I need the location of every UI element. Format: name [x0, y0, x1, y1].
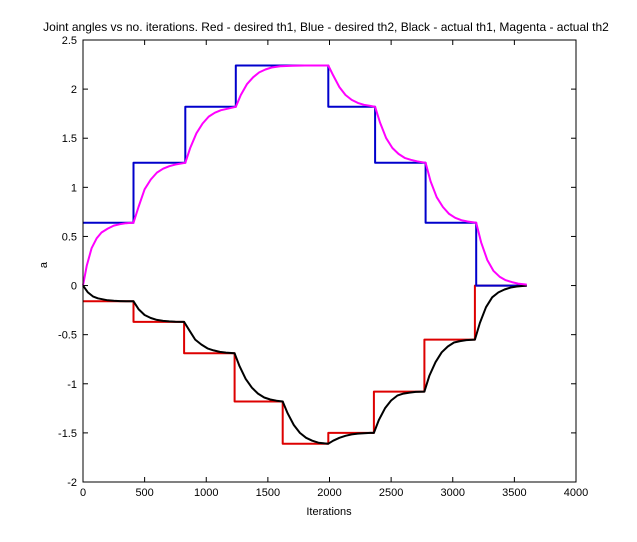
x-tick-label: 2500 — [379, 487, 403, 499]
y-tick-label: -1.5 — [58, 428, 77, 440]
y-axis-label: a — [38, 261, 50, 268]
x-tick-label: 0 — [80, 487, 86, 499]
y-tick-label: 0 — [71, 281, 77, 293]
series-line-black — [82, 284, 527, 445]
x-axis-label: Iterations — [306, 506, 352, 518]
tick-layer: 0 500 1000 1500 2000 2500 3000 3500 4000 -2 -1.5 -1… — [58, 35, 588, 499]
x-tick-label: 500 — [135, 487, 153, 499]
y-tick-label: 2.5 — [62, 35, 77, 47]
x-tick-label: 1500 — [256, 487, 280, 499]
x-tick-label: 4000 — [564, 487, 588, 499]
series-line-magenta — [82, 64, 527, 286]
y-tick-label: -1 — [67, 379, 77, 391]
plot-area — [83, 40, 576, 482]
x-tick-label: 1000 — [194, 487, 218, 499]
x-tick-label: 3500 — [502, 487, 526, 499]
y-tick-label: -0.5 — [58, 330, 77, 342]
series-layer — [82, 64, 527, 445]
y-tick-label: -2 — [67, 477, 77, 489]
y-tick-label: 0.5 — [62, 231, 77, 243]
y-tick-label: 1.5 — [62, 133, 77, 145]
y-tick-label: 1 — [71, 182, 77, 194]
x-tick-label: 2000 — [317, 487, 341, 499]
chart-title: Joint angles vs no. iterations. Red - de… — [43, 20, 609, 34]
x-tick-label: 3000 — [441, 487, 465, 499]
y-tick-label: 2 — [71, 84, 77, 96]
series-line-blue — [83, 64, 527, 287]
